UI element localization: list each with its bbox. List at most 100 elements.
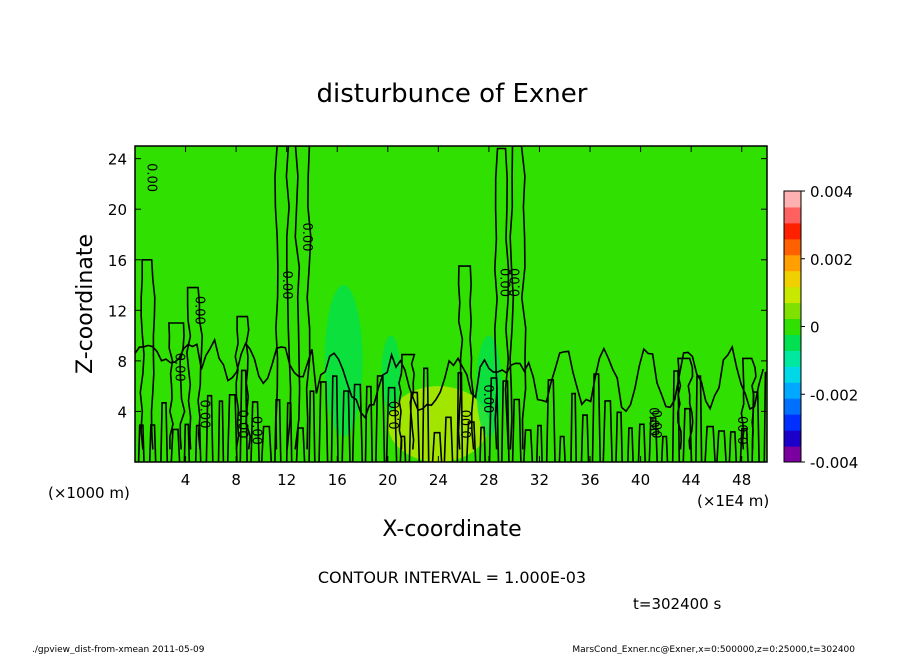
contour-label: 0.00 [144,163,159,192]
contour-lines [135,146,767,462]
colorbar-labels: 0.004 0.002 0 -0.002 -0.004 [801,183,858,472]
contour-line [716,430,727,462]
colorbar-band [784,366,801,383]
colorbar-band [784,206,801,224]
contour-line [135,337,764,420]
contour-line [682,407,693,462]
contour-line [728,431,738,462]
chart-title: disturbunce of Exner [317,79,588,109]
contour-line [676,357,694,450]
contour-line [137,424,145,462]
contour-line [627,427,634,462]
contour-line [479,426,486,462]
contour-line [226,394,238,462]
footer-left: ./gpview_dist-from-xmean 2011-05-09 [32,645,205,654]
plot-area: 0.000.000.000.00 0.00 0.000.000.000.00 0.00… [135,146,767,462]
contour-label: 0.00 [460,410,475,439]
contour-line [148,424,157,462]
contour-line [308,390,316,462]
contour-line [431,431,443,462]
contour-line [295,427,306,462]
contour-label: 0.00 [496,268,511,297]
contour-label: 0.00 [480,384,495,413]
y-tick-label: 20 [108,201,127,219]
contour-label: 0.00 [197,400,212,429]
colorbar-band [784,430,801,447]
contour-line [591,373,601,462]
y-axis-ticks: 4 8 12 16 20 24 [108,151,767,421]
contour-line [421,367,430,462]
colorbar-band [784,318,801,335]
y-tick-label: 4 [117,403,127,421]
plot-frame [134,145,768,463]
colorbar-band [784,191,801,208]
contour-line [260,425,273,462]
y-tick-label: 16 [108,252,127,270]
colorbar-band [784,302,801,320]
colorbar-tick-label: 0.004 [810,183,853,201]
contour-line [139,259,156,450]
contour-line [239,369,248,462]
contour-line [234,315,252,450]
colorbar-band [784,446,801,463]
contour-line [205,394,214,462]
y-tick-label: 12 [108,302,127,320]
contour-line [285,402,293,462]
contour-line [660,435,669,462]
contour-label: 0.00 [171,353,186,382]
contour-line [602,400,613,462]
contour-line [493,147,510,450]
contour-label: 0.00 [737,416,752,445]
contour-labels: 0.000.000.000.00 0.00 0.000.000.000.00 0.00… [144,163,752,445]
colorbar-band [784,334,801,351]
colorbar: 0.004 0.002 0 -0.002 -0.004 [783,183,858,472]
time-text: t=302400 s [633,595,721,613]
contour-line [739,427,749,462]
colorbar-band [784,270,801,288]
x-tick-label: 12 [277,471,296,489]
contour-label: 0.00 [192,296,207,325]
contour-line [186,286,204,450]
contour-line [250,401,260,462]
contour-line [217,400,225,462]
contour-line [523,429,534,462]
contour-line [330,375,339,462]
x-tick-label: 44 [682,471,701,489]
contour-line [536,424,543,462]
contour-label: 0.00 [508,268,523,297]
field-region [381,335,401,412]
contour-line [274,399,282,462]
contour-line [364,385,373,462]
contour-line [168,322,186,450]
colorbar-band [784,398,801,415]
contour-line [160,402,169,462]
x-tick-label: 4 [181,471,191,489]
contour-line [351,383,364,462]
contour-line [695,375,703,462]
contour-line [511,398,522,462]
contour-line [457,265,475,450]
x-axis-label: X-coordinate [382,517,521,542]
x-tick-label: 20 [378,471,397,489]
colorbar-band [784,382,801,399]
colorbar-band [784,238,801,256]
x-tick-label: 24 [429,471,448,489]
colorbar-tick-label: -0.002 [810,386,858,404]
contour-line [763,371,767,462]
x-tick-label: 48 [732,471,751,489]
contour-line [408,391,421,462]
x-unit-left: (×1000 m) [48,484,130,502]
contour-line [488,377,500,462]
contour-line [465,421,477,462]
colorbar-band [784,222,801,240]
contour-line [194,424,202,462]
contour-label: 0.00 [299,223,314,252]
x-tick-label: 36 [580,471,599,489]
colorbar-tick-label: 0 [810,319,820,337]
contour-label: 0.00 [645,407,660,436]
x-tick-label: 32 [530,471,549,489]
contour-line [501,380,510,462]
x-tick-label: 16 [328,471,347,489]
colorbar-band [784,414,801,431]
colorbar-tick-label: -0.004 [810,454,858,472]
